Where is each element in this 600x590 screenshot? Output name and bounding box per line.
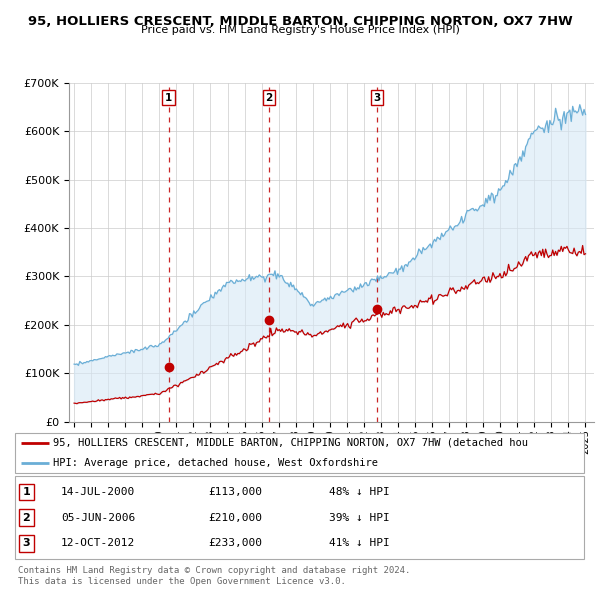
FancyBboxPatch shape	[15, 433, 584, 473]
FancyBboxPatch shape	[15, 476, 584, 559]
Text: £233,000: £233,000	[208, 539, 262, 548]
Text: Contains HM Land Registry data © Crown copyright and database right 2024.: Contains HM Land Registry data © Crown c…	[18, 566, 410, 575]
Text: 1: 1	[23, 487, 30, 497]
Text: 14-JUL-2000: 14-JUL-2000	[61, 487, 135, 497]
Text: 48% ↓ HPI: 48% ↓ HPI	[329, 487, 389, 497]
Text: 12-OCT-2012: 12-OCT-2012	[61, 539, 135, 548]
Text: 3: 3	[23, 539, 30, 548]
Text: Price paid vs. HM Land Registry's House Price Index (HPI): Price paid vs. HM Land Registry's House …	[140, 25, 460, 35]
Text: £210,000: £210,000	[208, 513, 262, 523]
Text: 95, HOLLIERS CRESCENT, MIDDLE BARTON, CHIPPING NORTON, OX7 7HW (detached hou: 95, HOLLIERS CRESCENT, MIDDLE BARTON, CH…	[53, 438, 529, 448]
Text: 2: 2	[265, 93, 272, 103]
Text: 3: 3	[374, 93, 381, 103]
Text: HPI: Average price, detached house, West Oxfordshire: HPI: Average price, detached house, West…	[53, 458, 379, 468]
Text: 41% ↓ HPI: 41% ↓ HPI	[329, 539, 389, 548]
Text: 05-JUN-2006: 05-JUN-2006	[61, 513, 135, 523]
Text: 39% ↓ HPI: 39% ↓ HPI	[329, 513, 389, 523]
Text: 95, HOLLIERS CRESCENT, MIDDLE BARTON, CHIPPING NORTON, OX7 7HW: 95, HOLLIERS CRESCENT, MIDDLE BARTON, CH…	[28, 15, 572, 28]
Text: £113,000: £113,000	[208, 487, 262, 497]
Text: This data is licensed under the Open Government Licence v3.0.: This data is licensed under the Open Gov…	[18, 577, 346, 586]
Text: 1: 1	[165, 93, 172, 103]
Text: 2: 2	[23, 513, 30, 523]
